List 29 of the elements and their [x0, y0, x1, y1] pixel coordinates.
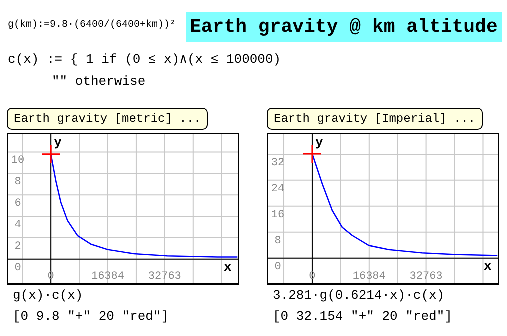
x-tick-label: 16384 — [91, 271, 125, 283]
y-tick-label: 4 — [14, 219, 22, 232]
text: Earth gravity @ km altitude — [186, 12, 502, 42]
text: 3.281·g(0.6214·x)·c(x) — [273, 288, 445, 303]
text: [0 32.154 "+" 20 "red"] — [273, 309, 452, 324]
y-tick-label: 0 — [14, 262, 22, 274]
y-tick-label: 8 — [14, 176, 22, 189]
text: "" otherwise — [52, 74, 146, 89]
x-axis-title: x — [224, 260, 232, 276]
chart-title: Earth gravity [metric] ... — [7, 108, 208, 130]
y-tick-label: 24 — [271, 183, 285, 196]
text: g(km):=9.8·(6400/(6400+km))² — [8, 20, 176, 31]
x-axis-title: x — [484, 259, 492, 274]
text: g(x)·c(x) — [13, 288, 84, 303]
x-tick-label: 32763 — [148, 271, 182, 283]
y-tick-label: 2 — [14, 240, 22, 253]
y-axis-title: y — [315, 135, 324, 150]
text: [0 9.8 "+" 20 "red"] — [13, 309, 170, 324]
chart-title: Earth gravity [Imperial] ... — [267, 108, 483, 130]
y-tick-label: 32 — [271, 157, 285, 170]
text: c(x) := { 1 if (0 ≤ x)∧(x ≤ 100000) — [8, 52, 282, 67]
y-tick-label: 6 — [14, 198, 22, 210]
x-tick-label: 16384 — [352, 271, 386, 283]
y-tick-label: 10 — [11, 155, 25, 168]
y-tick-label: 8 — [274, 235, 282, 248]
y-tick-label: 16 — [271, 209, 285, 222]
y-tick-label: 0 — [274, 261, 282, 274]
x-tick-label: 32763 — [410, 271, 443, 283]
y-axis-title: y — [54, 135, 62, 150]
